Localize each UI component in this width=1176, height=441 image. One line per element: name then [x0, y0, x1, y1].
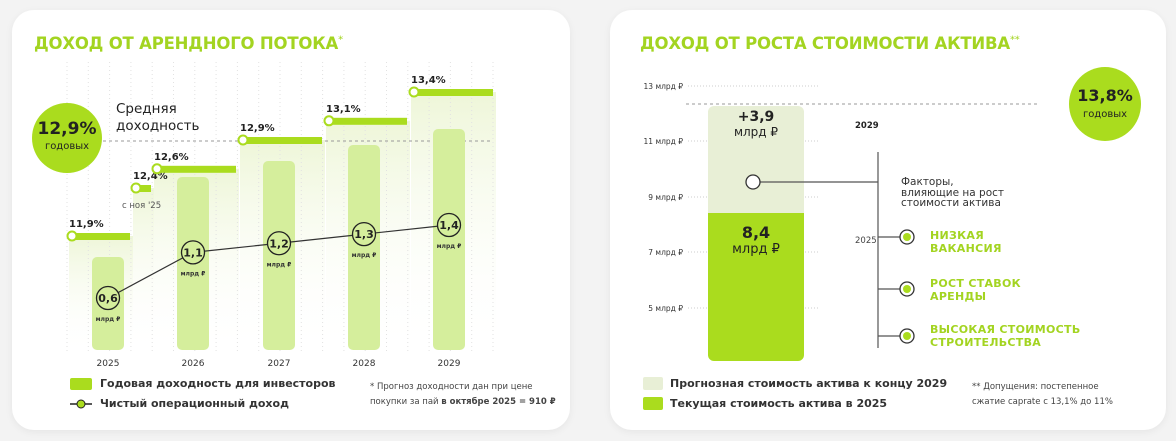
- factors-title: Факторы, влияющие на рост стоимости актива: [901, 176, 1005, 209]
- noi-point: [436, 212, 462, 238]
- y-tick-label: 9 млрд ₽: [648, 193, 683, 202]
- noi-value: 0,6: [98, 292, 118, 305]
- current-value: 8,4 млрд ₽: [732, 223, 780, 257]
- legend-forecast-swatch: [643, 377, 663, 390]
- left-footnote: * Прогноз доходности дан при цене покупки…: [370, 382, 556, 407]
- noi-point: [351, 221, 377, 247]
- growth-value: +3,9 млрд ₽: [733, 109, 779, 140]
- noi-value: 1,4: [439, 219, 459, 232]
- noi-unit: млрд ₽: [352, 252, 377, 259]
- noi-value: 1,1: [183, 246, 203, 259]
- noi-point: [95, 285, 121, 311]
- y-tick-label: 7 млрд ₽: [648, 248, 683, 257]
- year-label: 2029: [438, 359, 461, 369]
- noi-point: [180, 240, 206, 265]
- yield-step: [240, 137, 322, 144]
- rate-badge: 13,8% годовых: [1069, 67, 1141, 141]
- year-2029: 2029: [855, 121, 879, 131]
- legend-line-icon: [70, 399, 92, 409]
- year-label: 2027: [268, 359, 291, 369]
- noi-value: 1,2: [269, 237, 289, 250]
- yield-label: 12,4%: [133, 171, 168, 182]
- legend-forecast-label: Прогнозная стоимость актива к концу 2029: [670, 377, 948, 390]
- right-title: ДОХОД ОТ РОСТА СТОИМОСТИ АКТИВА**: [640, 34, 1020, 53]
- legend-bars-label: Годовая доходность для инвесторов: [100, 377, 336, 390]
- avg-yield-badge: 12,9% годовых: [32, 103, 102, 173]
- yield-area: [133, 188, 154, 355]
- year-2025: 2025: [855, 236, 877, 246]
- forecast-bar: [708, 106, 804, 213]
- yield-point: [66, 230, 78, 242]
- yield-bar: [348, 145, 380, 350]
- year-label: 2025: [97, 359, 120, 369]
- noi-value: 1,3: [354, 228, 374, 241]
- yield-point: [323, 115, 335, 127]
- factor-dot: [903, 332, 911, 340]
- yield-label: 12,9%: [240, 123, 275, 134]
- noi-point: [266, 231, 292, 256]
- legend-current-label: Текущая стоимость актива в 2025: [670, 397, 888, 410]
- factor-construction-cost: ВЫСОКАЯ СТОИМОСТЬ СТРОИТЕЛЬСТВА: [930, 323, 1081, 349]
- avg-yield-label: Средняя доходность: [116, 101, 200, 134]
- legend-bars-swatch: [70, 378, 92, 390]
- yield-step: [411, 89, 493, 96]
- y-tick-label: 5 млрд ₽: [648, 304, 683, 313]
- year-label: 2026: [182, 359, 205, 369]
- yield-point: [151, 163, 163, 175]
- factor-dot: [903, 285, 911, 293]
- current-bar: [708, 213, 804, 361]
- yield-point: [408, 86, 420, 98]
- noi-unit: млрд ₽: [96, 316, 121, 323]
- yield-point: [237, 134, 249, 146]
- year-label: 2028: [353, 359, 376, 369]
- yield-label: 12,6%: [154, 152, 189, 163]
- right-footnote: ** Допущения: постепенное сжатие caprate …: [972, 382, 1113, 407]
- asset-growth-card: [610, 10, 1166, 430]
- yield-label: 13,1%: [326, 104, 361, 115]
- left-title: ДОХОД ОТ АРЕНДНОГО ПОТОКА*: [34, 34, 343, 53]
- yield-step: [326, 117, 407, 125]
- factor-rent-growth: РОСТ СТАВОК АРЕНДЫ: [930, 277, 1021, 303]
- y-tick-label: 13 млрд ₽: [644, 82, 684, 91]
- yield-point: [130, 182, 142, 194]
- factor-dot: [903, 233, 911, 241]
- nov-note: с ноя '25: [122, 201, 162, 211]
- yield-label: 11,9%: [69, 219, 104, 230]
- noi-unit: млрд ₽: [181, 270, 206, 277]
- y-tick-label: 11 млрд ₽: [644, 137, 684, 146]
- yield-label: 13,4%: [411, 75, 446, 86]
- yield-bar: [263, 161, 295, 350]
- noi-unit: млрд ₽: [267, 261, 292, 268]
- legend-line-label: Чистый операционный доход: [100, 397, 289, 410]
- open-point: [745, 174, 761, 190]
- legend-current-swatch: [643, 397, 663, 410]
- yield-bar: [433, 129, 465, 350]
- yield-step: [69, 233, 130, 240]
- yield-step: [133, 185, 151, 192]
- yield-step: [154, 165, 236, 173]
- factor-low-vacancy: НИЗКАЯ ВАКАНСИЯ: [930, 229, 1002, 255]
- noi-unit: млрд ₽: [437, 243, 462, 250]
